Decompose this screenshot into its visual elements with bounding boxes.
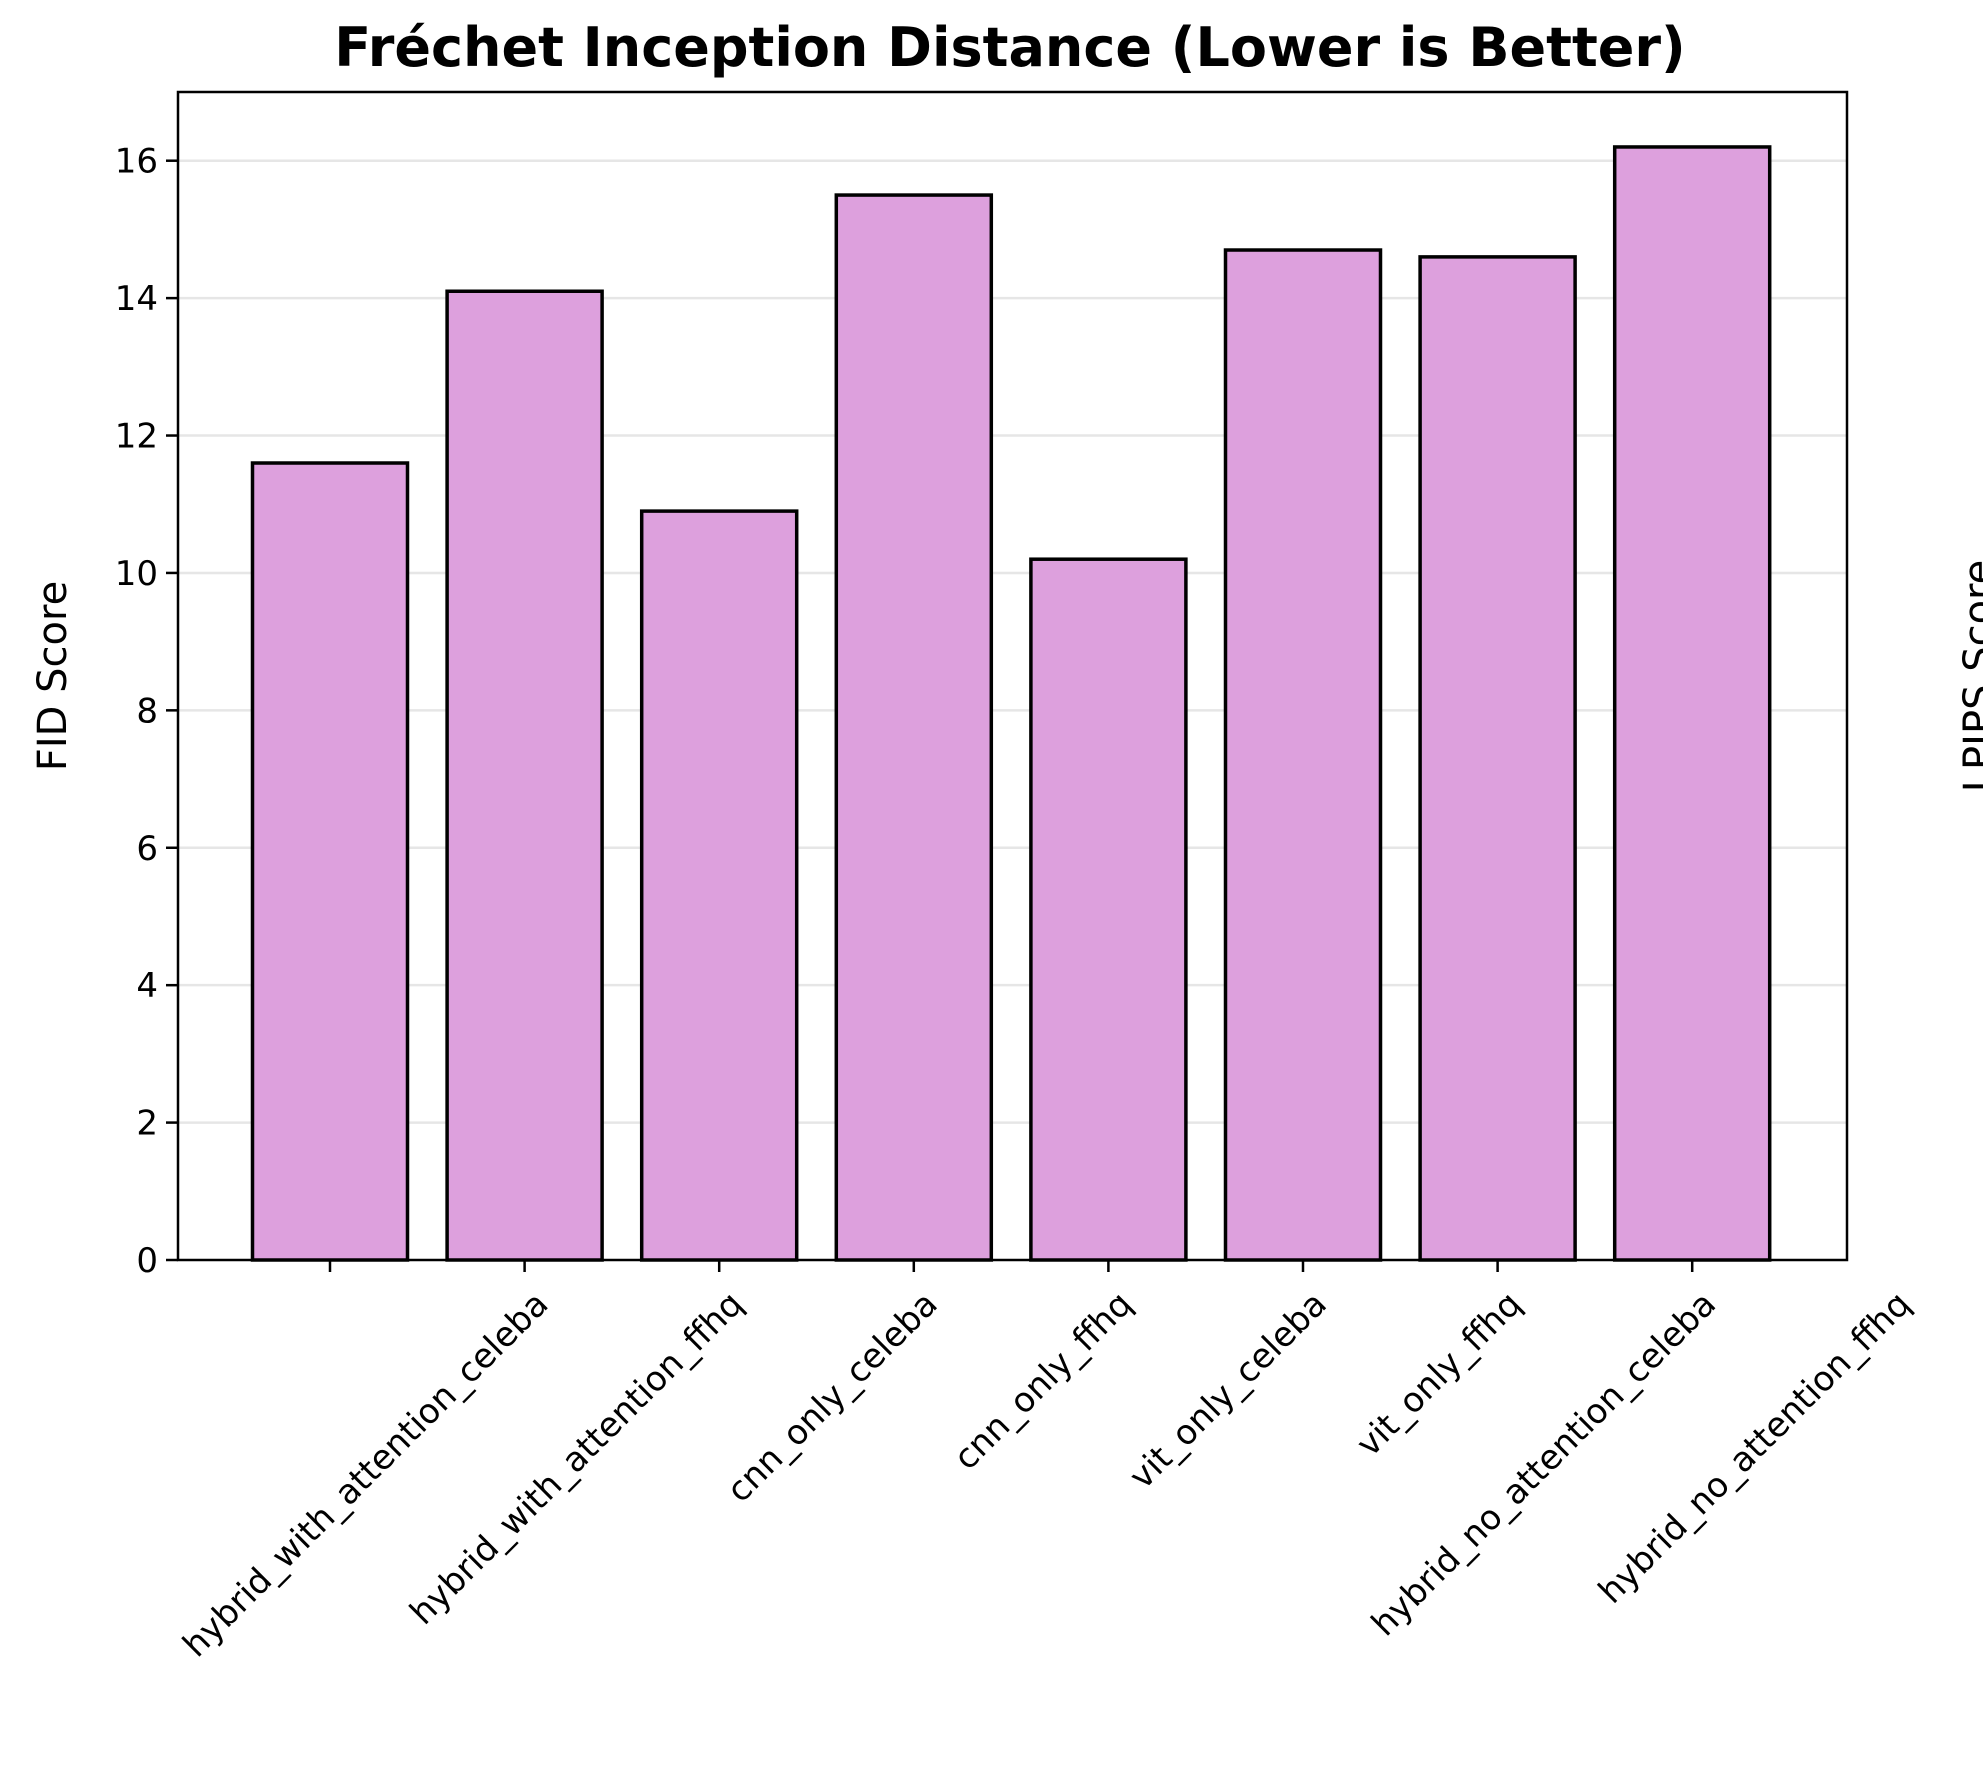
bar-vit-only-celeba [1029,557,1188,1262]
y-tick-label: 4 [136,966,158,1006]
y-tick-label: 12 [115,417,158,457]
y-tick-label: 16 [115,142,158,182]
y-tick-label: 8 [136,691,158,731]
x-tick-label: vit_only_ffhq [1349,1284,1530,1465]
bar-hybrid-with-attention-celeba [250,461,410,1262]
bar-hybrid-no-attention-celeba [1418,255,1577,1262]
chart-title: Fréchet Inception Distance (Lower is Bet… [334,16,1685,79]
x-tick-label: vit_only_celeba [1122,1284,1335,1497]
y-tick-label: 0 [136,1241,158,1281]
bar-cnn-only-celeba [639,509,799,1262]
x-tick-label: cnn_only_ffhq [946,1284,1140,1478]
bars [250,145,1772,1262]
plot-area-frame [176,90,1849,1262]
x-tick-label: hybrid_no_attention_celeba [1364,1284,1724,1644]
x-axis-ticks: hybrid_with_attention_celebahybrid_with_… [175,1260,1919,1665]
y-tick-label: 10 [115,554,158,594]
bar-cnn-only-ffhq [834,193,994,1262]
bar-hybrid-no-attention-ffhq [1612,145,1772,1262]
x-tick-label: hybrid_with_attention_celeba [175,1284,556,1665]
x-tick-label: cnn_only_celeba [719,1284,945,1510]
bar-hybrid-with-attention-ffhq [445,289,604,1262]
y-axis-label: FID Score [30,581,76,771]
y-gridlines [178,159,1847,1124]
bar-vit-only-ffhq [1223,248,1383,1262]
x-tick-label: hybrid_with_attention_ffhq [402,1284,751,1633]
x-tick-label: hybrid_no_attention_ffhq [1591,1284,1919,1612]
y-tick-label: 14 [115,279,158,319]
y-tick-label: 6 [136,829,158,869]
y-axis-ticks: 0 2 4 6 8 10 12 14 16 [115,142,178,1281]
side-axis-label-clipped: LPIPS Score [1956,560,1983,792]
y-tick-label: 2 [136,1104,158,1144]
